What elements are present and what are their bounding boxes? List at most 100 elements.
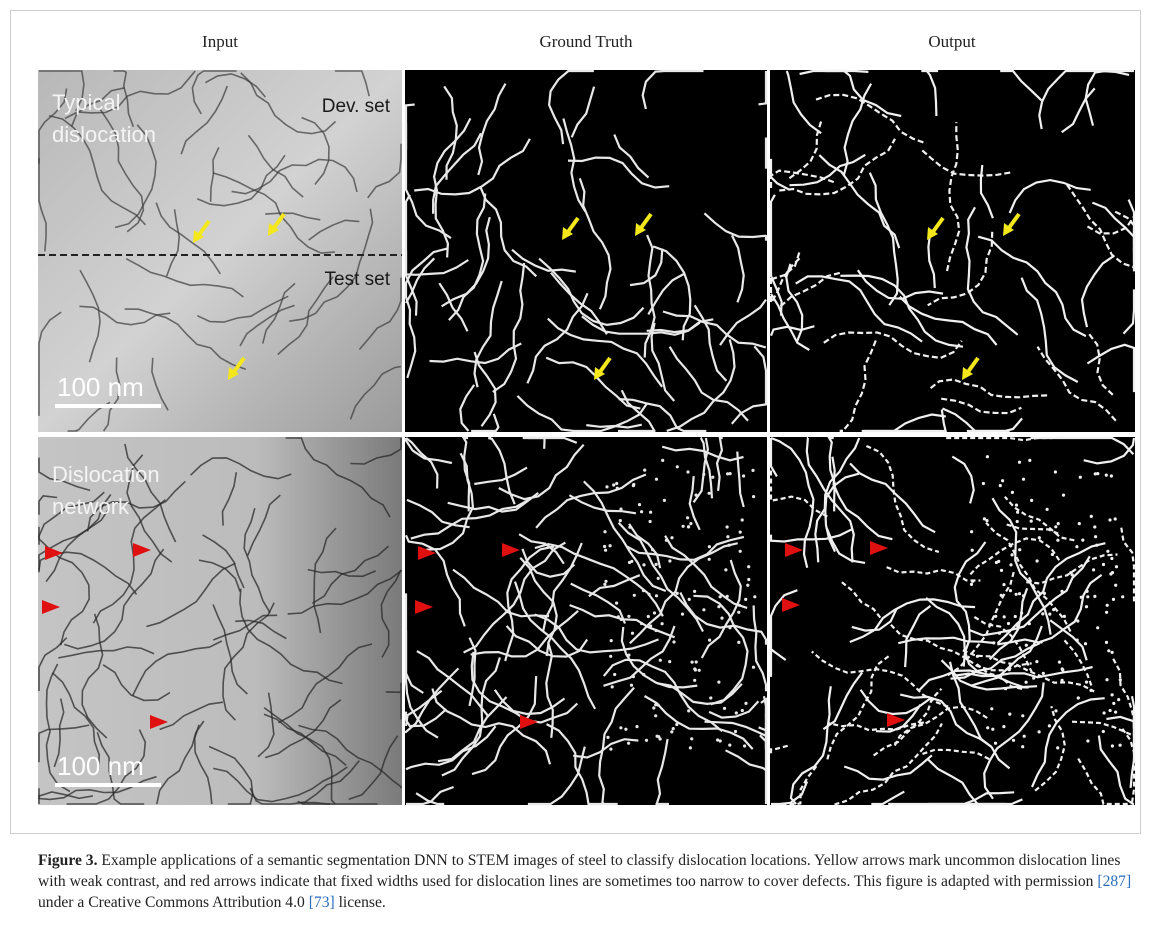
dot-texture bbox=[1060, 590, 1063, 593]
dot-texture bbox=[1119, 744, 1122, 747]
dot-texture bbox=[1105, 641, 1108, 644]
dot-texture bbox=[1000, 594, 1003, 597]
dot-texture bbox=[1085, 605, 1088, 608]
dot-texture bbox=[1110, 557, 1113, 560]
dot-texture bbox=[633, 594, 636, 597]
dot-texture bbox=[708, 639, 711, 642]
citation[interactable]: [287] bbox=[1097, 873, 1131, 890]
dot-texture bbox=[628, 526, 631, 529]
dot-texture bbox=[1021, 714, 1024, 717]
dot-texture bbox=[728, 626, 731, 629]
dot-texture bbox=[638, 503, 641, 506]
dot-texture bbox=[729, 472, 732, 475]
dot-texture bbox=[971, 549, 974, 552]
dot-texture bbox=[655, 563, 658, 566]
dot-texture bbox=[983, 517, 986, 520]
dot-texture bbox=[1093, 595, 1096, 598]
dot-texture bbox=[1075, 545, 1078, 548]
dot-texture bbox=[717, 605, 720, 608]
figure: Input Ground Truth Output Typical disloc… bbox=[0, 0, 1152, 840]
dot-texture bbox=[645, 739, 648, 742]
column-header: Output bbox=[928, 32, 976, 51]
dot-texture bbox=[998, 632, 1001, 635]
dot-texture bbox=[1086, 595, 1089, 598]
dot-texture bbox=[691, 661, 694, 664]
dot-texture bbox=[624, 728, 627, 731]
dot-texture bbox=[999, 675, 1002, 678]
dot-texture bbox=[604, 580, 607, 583]
dot-texture bbox=[1062, 494, 1065, 497]
dot-texture bbox=[1038, 536, 1041, 539]
dot-texture bbox=[1106, 604, 1109, 607]
dot-texture bbox=[726, 525, 729, 528]
dot-texture bbox=[1102, 563, 1105, 566]
dot-texture bbox=[1054, 525, 1057, 528]
dot-texture bbox=[1057, 522, 1060, 525]
dot-texture bbox=[1038, 730, 1041, 733]
dot-texture bbox=[1035, 660, 1038, 663]
dot-texture bbox=[1111, 651, 1114, 654]
dot-texture bbox=[1109, 709, 1112, 712]
dot-texture bbox=[663, 499, 666, 502]
dot-texture bbox=[1114, 584, 1117, 587]
dot-texture bbox=[632, 484, 635, 487]
dot-texture bbox=[1016, 511, 1019, 514]
dot-texture bbox=[1058, 661, 1061, 664]
dot-texture bbox=[672, 727, 675, 730]
dot-texture bbox=[610, 639, 613, 642]
dot-texture bbox=[642, 673, 645, 676]
dot-texture bbox=[728, 744, 731, 747]
dot-texture bbox=[689, 522, 692, 525]
dot-texture bbox=[670, 536, 673, 539]
dot-texture bbox=[1105, 611, 1108, 614]
dot-texture bbox=[970, 530, 973, 533]
dot-texture bbox=[1061, 679, 1064, 682]
dot-texture bbox=[687, 709, 690, 712]
dot-texture bbox=[1041, 612, 1044, 615]
dot-texture bbox=[1036, 559, 1039, 562]
dot-texture bbox=[752, 495, 755, 498]
dot-texture bbox=[630, 684, 633, 687]
dot-texture bbox=[655, 478, 658, 481]
dot-texture bbox=[670, 730, 673, 733]
dot-texture bbox=[1085, 681, 1088, 684]
dot-texture bbox=[1103, 711, 1106, 714]
dot-texture bbox=[649, 511, 652, 514]
dot-texture bbox=[655, 594, 658, 597]
dot-texture bbox=[1061, 667, 1064, 670]
dot-texture bbox=[1009, 589, 1012, 592]
dot-texture bbox=[1030, 520, 1033, 523]
dot-texture bbox=[1022, 594, 1025, 597]
dot-texture bbox=[986, 455, 989, 458]
scale-label: 100 nm bbox=[57, 372, 144, 402]
dot-texture bbox=[739, 531, 742, 534]
dot-texture bbox=[702, 608, 705, 611]
dot-texture bbox=[743, 744, 746, 747]
dot-texture bbox=[1056, 746, 1059, 749]
dot-texture bbox=[668, 559, 671, 562]
dot-texture bbox=[1009, 664, 1012, 667]
dot-texture bbox=[672, 640, 675, 643]
dot-texture bbox=[1025, 681, 1028, 684]
dot-texture bbox=[1096, 472, 1099, 475]
dot-texture bbox=[1056, 539, 1059, 542]
dot-texture bbox=[1015, 593, 1018, 596]
dot-texture bbox=[1092, 568, 1095, 571]
dot-texture bbox=[1114, 517, 1117, 520]
dot-texture bbox=[1016, 624, 1019, 627]
dot-texture bbox=[603, 583, 606, 586]
dot-texture bbox=[1040, 640, 1043, 643]
dot-texture bbox=[1016, 520, 1019, 523]
dot-texture bbox=[994, 742, 997, 745]
dot-texture bbox=[1080, 596, 1083, 599]
panel-label: dislocation bbox=[52, 122, 156, 147]
caption-text: Example applications of a semantic segme… bbox=[38, 852, 1120, 890]
dot-texture bbox=[1084, 642, 1087, 645]
dot-texture bbox=[647, 615, 650, 618]
dot-texture bbox=[728, 544, 731, 547]
dot-texture bbox=[627, 615, 630, 618]
dot-texture bbox=[676, 592, 679, 595]
dot-texture bbox=[1076, 619, 1079, 622]
citation[interactable]: [73] bbox=[309, 894, 335, 911]
dot-texture bbox=[655, 629, 658, 632]
